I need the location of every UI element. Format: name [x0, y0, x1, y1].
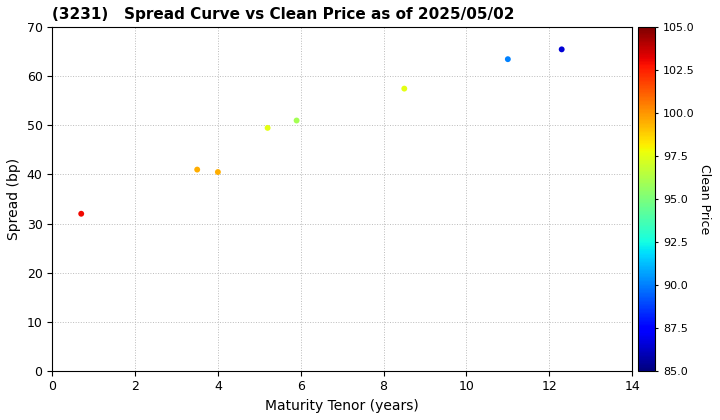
Point [556, 46, 567, 53]
Point [262, 124, 274, 131]
Point [192, 166, 203, 173]
Point [399, 85, 410, 92]
Point [291, 117, 302, 124]
X-axis label: Maturity Tenor (years): Maturity Tenor (years) [265, 399, 419, 413]
Point [76, 210, 87, 217]
Y-axis label: Spread (bp): Spread (bp) [7, 158, 21, 240]
Point [502, 56, 513, 63]
Y-axis label: Clean Price: Clean Price [698, 164, 711, 234]
Point [212, 169, 224, 176]
Text: (3231)   Spread Curve vs Clean Price as of 2025/05/02: (3231) Spread Curve vs Clean Price as of… [53, 7, 515, 22]
